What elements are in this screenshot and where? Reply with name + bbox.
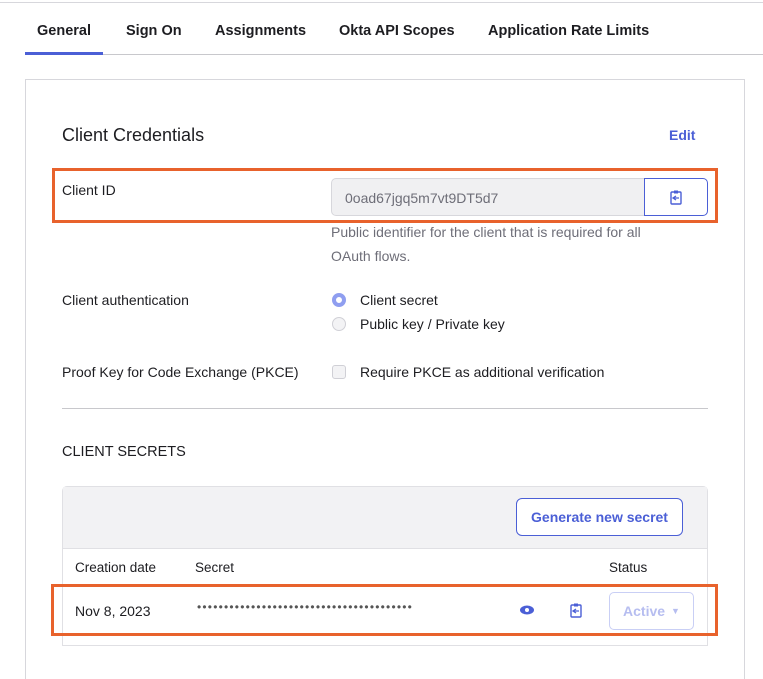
public-key-radio[interactable]: [332, 317, 346, 331]
status-value: Active: [623, 603, 666, 619]
client-id-field[interactable]: 0oad67jgq5m7vt9DT5d7: [331, 178, 645, 216]
clipboard-icon: [670, 190, 682, 205]
client-id-label: Client ID: [62, 182, 116, 198]
pkce-checkbox[interactable]: [332, 365, 346, 379]
generate-secret-button[interactable]: Generate new secret: [516, 498, 683, 536]
copy-client-id-button[interactable]: [644, 178, 708, 216]
tab-assignments[interactable]: Assignments: [215, 23, 307, 39]
secret-creation-date: Nov 8, 2023: [75, 603, 151, 619]
chevron-down-icon: ▼: [671, 606, 680, 616]
secret-row-highlight: [51, 584, 718, 636]
client-secret-radio[interactable]: [332, 293, 346, 307]
client-auth-label: Client authentication: [62, 292, 189, 308]
copy-secret-icon[interactable]: [570, 603, 582, 618]
general-panel: [25, 79, 745, 679]
client-id-help: Public identifier for the client that is…: [331, 224, 641, 264]
tab-sign-on[interactable]: Sign On: [126, 23, 182, 39]
eye-icon[interactable]: [520, 605, 534, 615]
pkce-label: Proof Key for Code Exchange (PKCE): [62, 364, 299, 380]
client-secrets-title: CLIENT SECRETS: [62, 444, 186, 460]
tab-okta-api-scopes[interactable]: Okta API Scopes: [339, 23, 455, 39]
edit-link[interactable]: Edit: [669, 127, 696, 143]
tab-bar: General Sign On Assignments Okta API Sco…: [25, 0, 763, 55]
public-key-option[interactable]: Public key / Private key: [360, 316, 505, 332]
tab-application-rate-limits[interactable]: Application Rate Limits: [488, 23, 650, 39]
divider: [62, 408, 708, 409]
column-status: Status: [609, 560, 648, 575]
column-creation-date: Creation date: [75, 560, 157, 575]
top-divider: [0, 2, 763, 3]
column-secret: Secret: [195, 560, 235, 575]
section-title: Client Credentials: [62, 125, 205, 145]
tab-general[interactable]: General: [25, 23, 103, 55]
status-dropdown[interactable]: Active ▼: [609, 592, 694, 630]
pkce-option[interactable]: Require PKCE as additional verification: [360, 364, 605, 380]
secret-value: ••••••••••••••••••••••••••••••••••••••••: [197, 600, 414, 614]
client-id-highlight: [52, 168, 718, 223]
client-secret-option[interactable]: Client secret: [360, 292, 438, 308]
